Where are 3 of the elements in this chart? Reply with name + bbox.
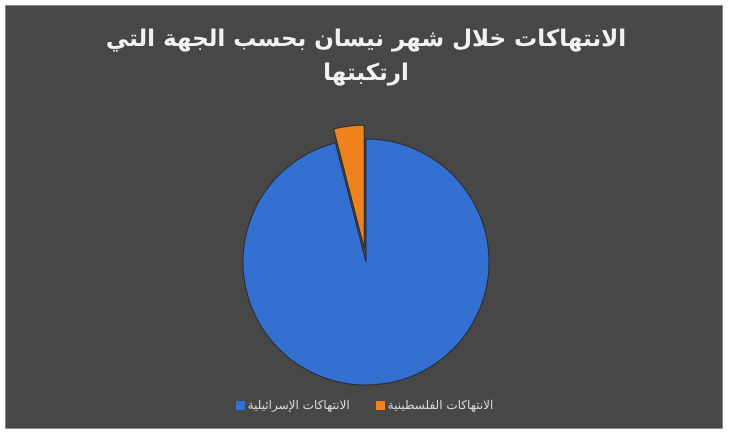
legend-label: الانتهاكات الفلسطينية xyxy=(388,398,494,412)
legend-label: الانتهاكات الإسرائيلية xyxy=(248,398,350,412)
chart-title: الانتهاكات خلال شهر نيسان بحسب الجهة التي ارتكبتها xyxy=(104,25,628,88)
